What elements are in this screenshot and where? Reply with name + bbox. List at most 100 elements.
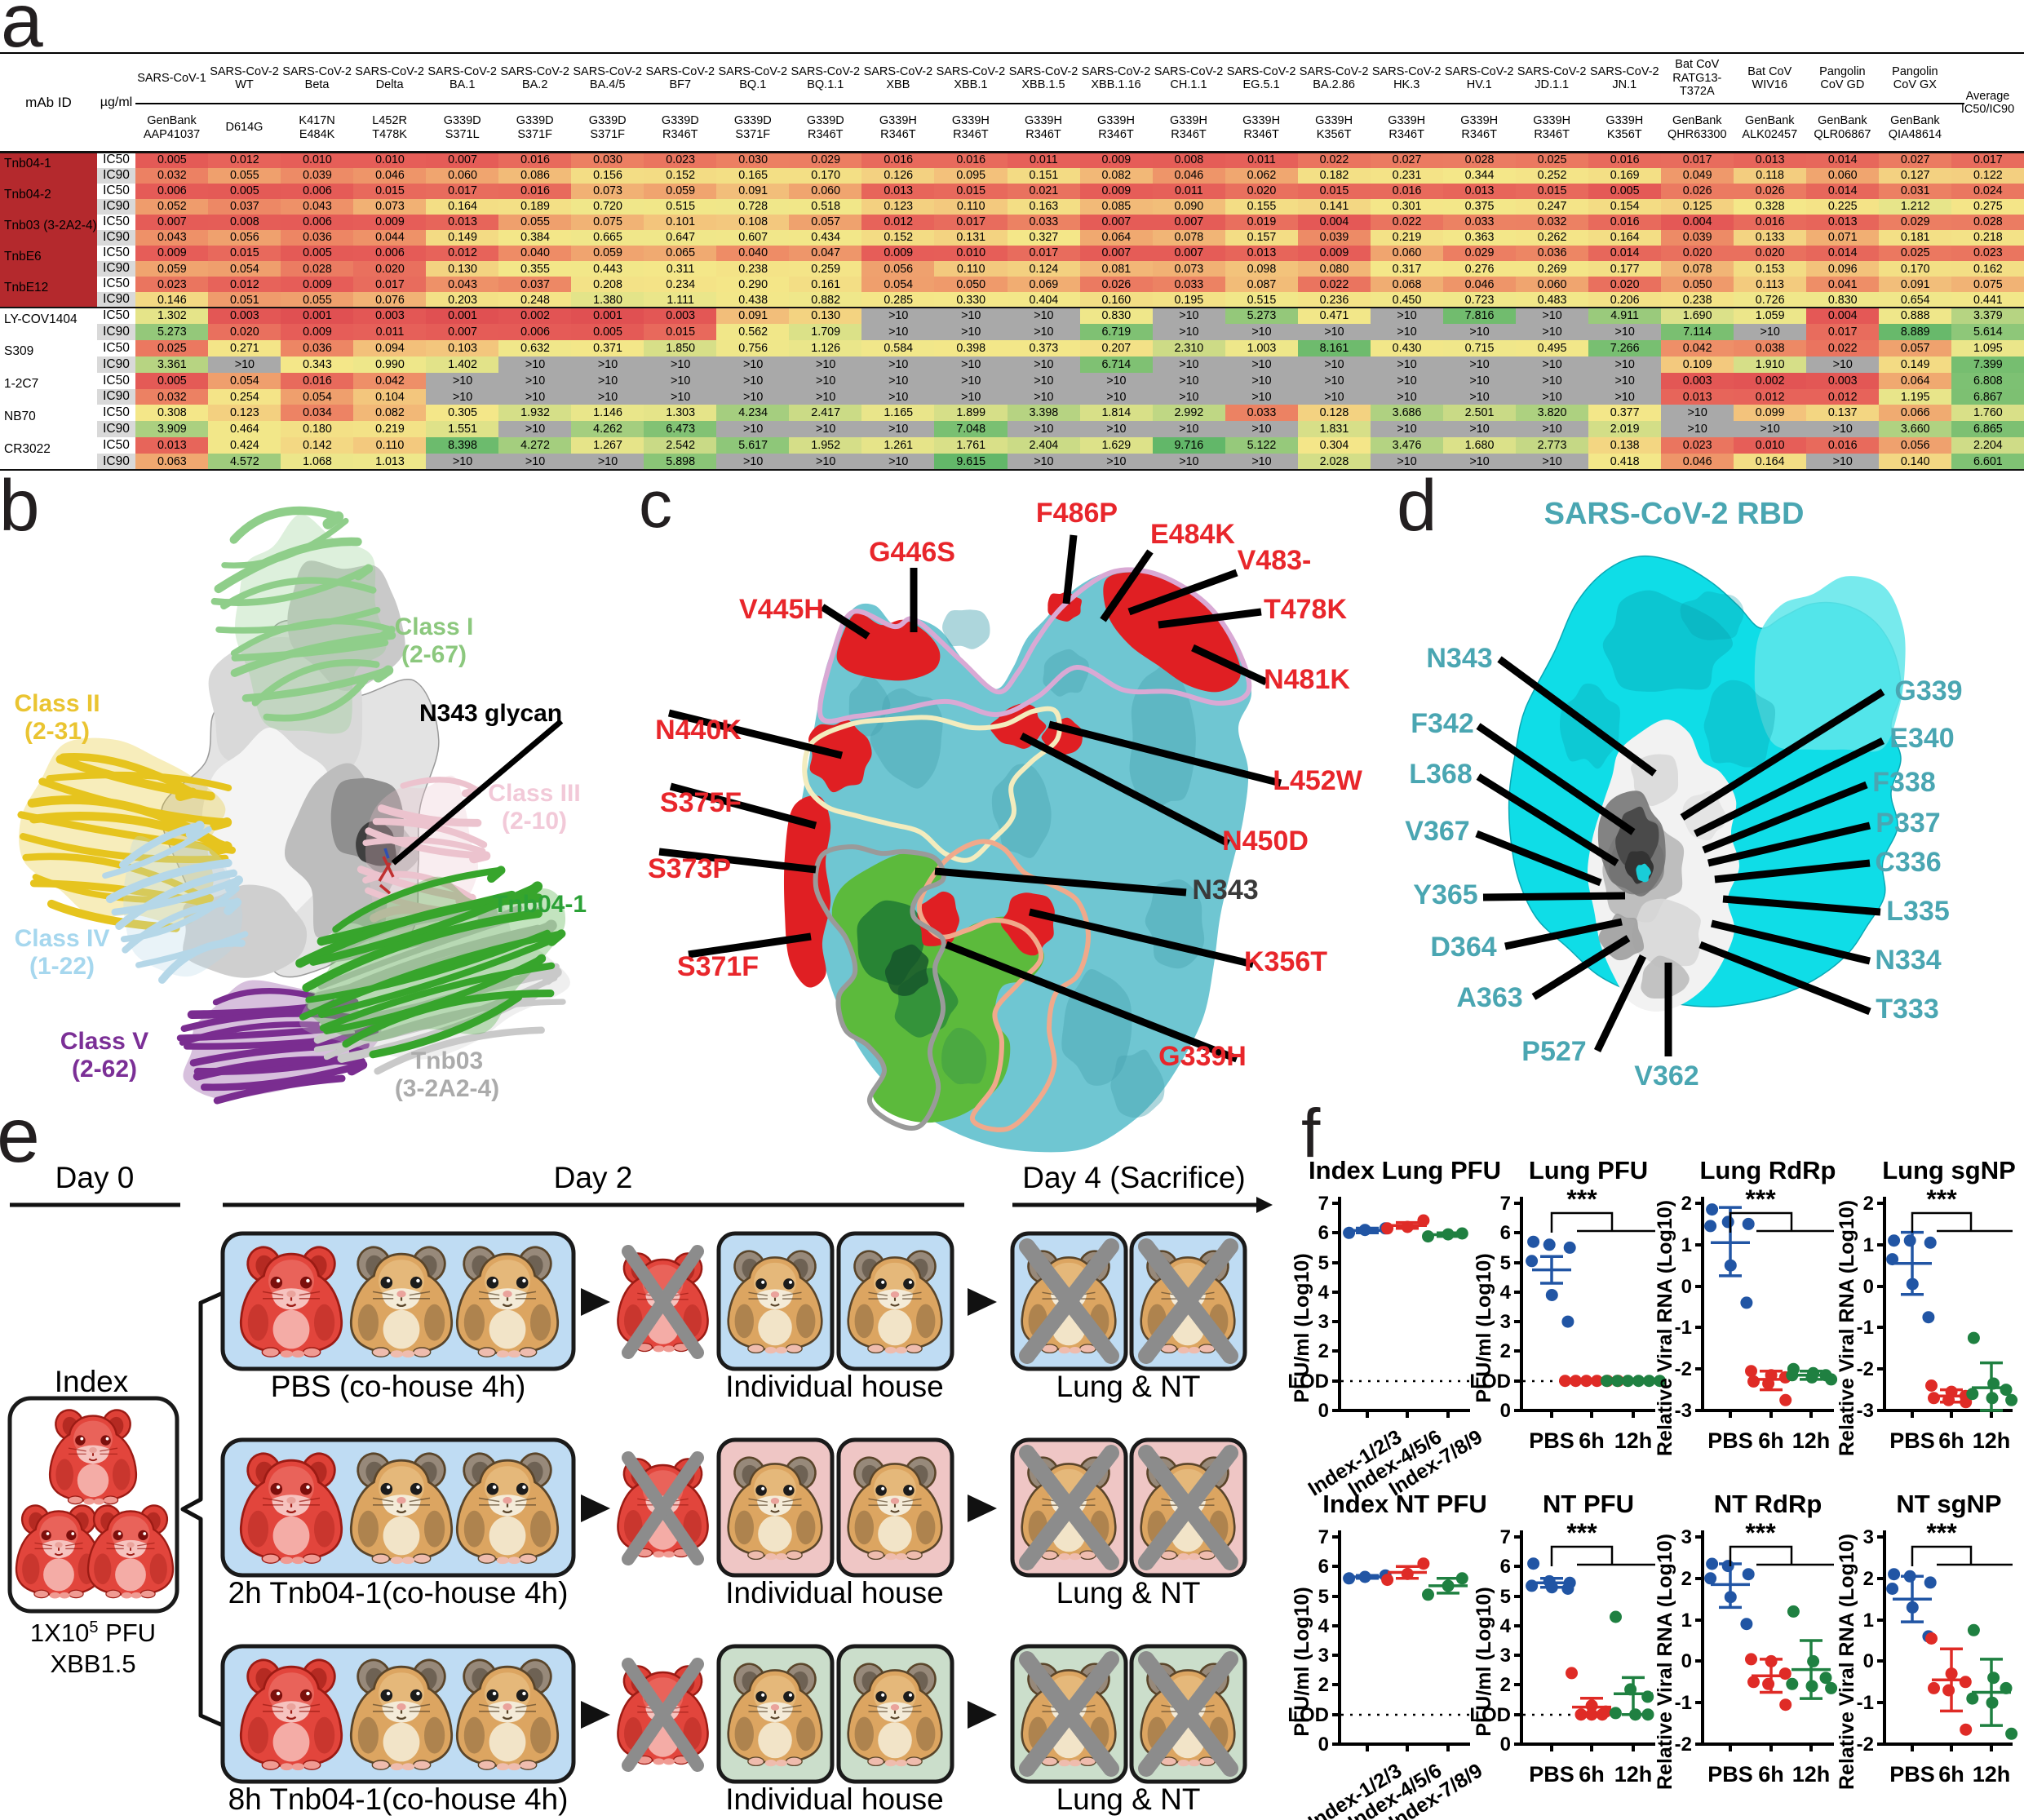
svg-text:-2: -2 bbox=[1675, 1358, 1692, 1380]
svg-text:PBS: PBS bbox=[1889, 1428, 1935, 1453]
svg-text:PFU/ml (Log10): PFU/ml (Log10) bbox=[1473, 1253, 1495, 1402]
svg-text:2: 2 bbox=[1863, 1193, 1874, 1215]
svg-text:6: 6 bbox=[1500, 1222, 1511, 1244]
svg-text:Relative Viral RNA (Log10): Relative Viral RNA (Log10) bbox=[1836, 1534, 1858, 1790]
svg-text:P527: P527 bbox=[1521, 1036, 1586, 1067]
svg-text:(3-2A2-4): (3-2A2-4) bbox=[395, 1075, 499, 1102]
svg-text:K356T: K356T bbox=[1244, 946, 1327, 977]
svg-text:Individual house: Individual house bbox=[725, 1370, 943, 1403]
svg-text:S371F: S371F bbox=[677, 951, 759, 982]
svg-text:1: 1 bbox=[1681, 1610, 1692, 1632]
svg-text:N481K: N481K bbox=[1264, 664, 1350, 695]
svg-text:2: 2 bbox=[1318, 1340, 1329, 1362]
svg-text:Lung PFU: Lung PFU bbox=[1529, 1156, 1648, 1185]
svg-text:Lung & NT: Lung & NT bbox=[1056, 1782, 1201, 1816]
svg-text:5: 5 bbox=[1500, 1252, 1511, 1274]
svg-text:12h: 12h bbox=[1614, 1762, 1653, 1787]
svg-text:S375F: S375F bbox=[660, 787, 742, 818]
svg-text:Day 2: Day 2 bbox=[554, 1161, 633, 1194]
svg-text:-2: -2 bbox=[1675, 1734, 1692, 1756]
svg-text:V445H: V445H bbox=[739, 594, 824, 625]
svg-text:Index NT PFU: Index NT PFU bbox=[1322, 1490, 1487, 1518]
svg-text:N440K: N440K bbox=[655, 715, 742, 746]
svg-text:LOD: LOD bbox=[1287, 1704, 1329, 1726]
svg-text:V367: V367 bbox=[1405, 816, 1469, 847]
svg-text:3: 3 bbox=[1681, 1526, 1692, 1548]
svg-text:E340: E340 bbox=[1889, 723, 1954, 754]
svg-text:Lung & NT: Lung & NT bbox=[1056, 1370, 1201, 1403]
svg-text:6h: 6h bbox=[1579, 1762, 1605, 1787]
svg-text:1X105 PFU: 1X105 PFU bbox=[30, 1619, 156, 1647]
svg-text:Lung sgNP: Lung sgNP bbox=[1882, 1156, 2016, 1185]
svg-text:5: 5 bbox=[1318, 1586, 1329, 1608]
svg-text:2: 2 bbox=[1318, 1674, 1329, 1696]
svg-text:PBS (co-house 4h): PBS (co-house 4h) bbox=[271, 1370, 526, 1403]
svg-text:PBS: PBS bbox=[1529, 1428, 1574, 1453]
svg-text:Relative Viral RNA (Log10): Relative Viral RNA (Log10) bbox=[1836, 1200, 1858, 1456]
svg-text:1: 1 bbox=[1863, 1234, 1874, 1256]
svg-text:LOD: LOD bbox=[1469, 1371, 1511, 1393]
svg-text:Relative Viral RNA (Log10): Relative Viral RNA (Log10) bbox=[1654, 1200, 1676, 1456]
svg-text:(1-22): (1-22) bbox=[29, 953, 95, 980]
svg-text:0: 0 bbox=[1318, 1734, 1329, 1756]
svg-text:S373P: S373P bbox=[648, 853, 731, 884]
svg-text:Tnb03: Tnb03 bbox=[411, 1047, 483, 1074]
svg-text:N343: N343 bbox=[1192, 875, 1258, 906]
svg-text:LOD: LOD bbox=[1287, 1371, 1329, 1393]
svg-text:5: 5 bbox=[1500, 1586, 1511, 1608]
svg-text:***: *** bbox=[1926, 1518, 1957, 1548]
svg-text:T478K: T478K bbox=[1264, 594, 1347, 625]
svg-text:2: 2 bbox=[1863, 1568, 1874, 1590]
svg-text:8h Tnb04-1(co-house 4h): 8h Tnb04-1(co-house 4h) bbox=[228, 1782, 569, 1816]
svg-text:***: *** bbox=[1566, 1518, 1597, 1548]
svg-text:5: 5 bbox=[1318, 1252, 1329, 1274]
svg-text:-1: -1 bbox=[1857, 1692, 1874, 1714]
svg-text:-3: -3 bbox=[1857, 1400, 1874, 1422]
svg-text:-1: -1 bbox=[1857, 1317, 1874, 1339]
svg-text:Class IV: Class IV bbox=[15, 925, 110, 952]
svg-text:7: 7 bbox=[1318, 1193, 1329, 1215]
svg-text:2h Tnb04-1(co-house 4h): 2h Tnb04-1(co-house 4h) bbox=[228, 1576, 569, 1610]
svg-text:PBS: PBS bbox=[1889, 1762, 1935, 1787]
svg-text:***: *** bbox=[1566, 1185, 1597, 1214]
svg-text:3: 3 bbox=[1318, 1645, 1329, 1667]
svg-text:Class I: Class I bbox=[395, 613, 474, 640]
svg-text:(2-10): (2-10) bbox=[502, 808, 567, 835]
svg-text:(2-67): (2-67) bbox=[401, 641, 467, 668]
svg-text:Class V: Class V bbox=[60, 1028, 148, 1055]
svg-text:F338: F338 bbox=[1872, 767, 1936, 798]
svg-text:Lung RdRp: Lung RdRp bbox=[1699, 1156, 1836, 1185]
svg-text:-1: -1 bbox=[1675, 1692, 1692, 1714]
svg-text:-2: -2 bbox=[1857, 1734, 1874, 1756]
svg-text:4: 4 bbox=[1318, 1282, 1330, 1304]
svg-text:-2: -2 bbox=[1857, 1358, 1874, 1380]
svg-text:2: 2 bbox=[1681, 1568, 1692, 1590]
svg-text:(2-31): (2-31) bbox=[24, 718, 90, 745]
svg-text:***: *** bbox=[1745, 1185, 1776, 1214]
svg-text:1: 1 bbox=[1681, 1234, 1692, 1256]
svg-text:6h: 6h bbox=[1758, 1428, 1784, 1453]
svg-text:2: 2 bbox=[1500, 1674, 1511, 1696]
svg-text:NT sgNP: NT sgNP bbox=[1896, 1490, 2001, 1518]
svg-text:Relative Viral RNA (Log10): Relative Viral RNA (Log10) bbox=[1654, 1534, 1676, 1790]
svg-text:N343 glycan: N343 glycan bbox=[419, 700, 562, 727]
svg-text:A363: A363 bbox=[1456, 982, 1522, 1013]
svg-text:2: 2 bbox=[1500, 1340, 1511, 1362]
svg-text:PFU/ml (Log10): PFU/ml (Log10) bbox=[1291, 1587, 1313, 1736]
svg-text:Class II: Class II bbox=[14, 690, 100, 717]
svg-text:6h: 6h bbox=[1758, 1762, 1784, 1787]
svg-text:Tnb04-1: Tnb04-1 bbox=[493, 891, 587, 918]
svg-text:6: 6 bbox=[1500, 1556, 1511, 1578]
svg-text:0: 0 bbox=[1863, 1276, 1874, 1298]
svg-text:PFU/ml (Log10): PFU/ml (Log10) bbox=[1473, 1587, 1495, 1736]
svg-text:Index Lung PFU: Index Lung PFU bbox=[1309, 1156, 1501, 1185]
svg-text:SARS-CoV-2 RBD: SARS-CoV-2 RBD bbox=[1544, 497, 1805, 531]
svg-text:N334: N334 bbox=[1875, 945, 1941, 976]
svg-text:0: 0 bbox=[1318, 1400, 1329, 1422]
svg-text:Index: Index bbox=[55, 1365, 129, 1398]
svg-text:Day 0: Day 0 bbox=[55, 1161, 135, 1194]
svg-text:D364: D364 bbox=[1430, 932, 1496, 963]
svg-text:7: 7 bbox=[1500, 1526, 1511, 1548]
svg-text:4: 4 bbox=[1500, 1615, 1512, 1637]
svg-text:T333: T333 bbox=[1876, 994, 1939, 1025]
